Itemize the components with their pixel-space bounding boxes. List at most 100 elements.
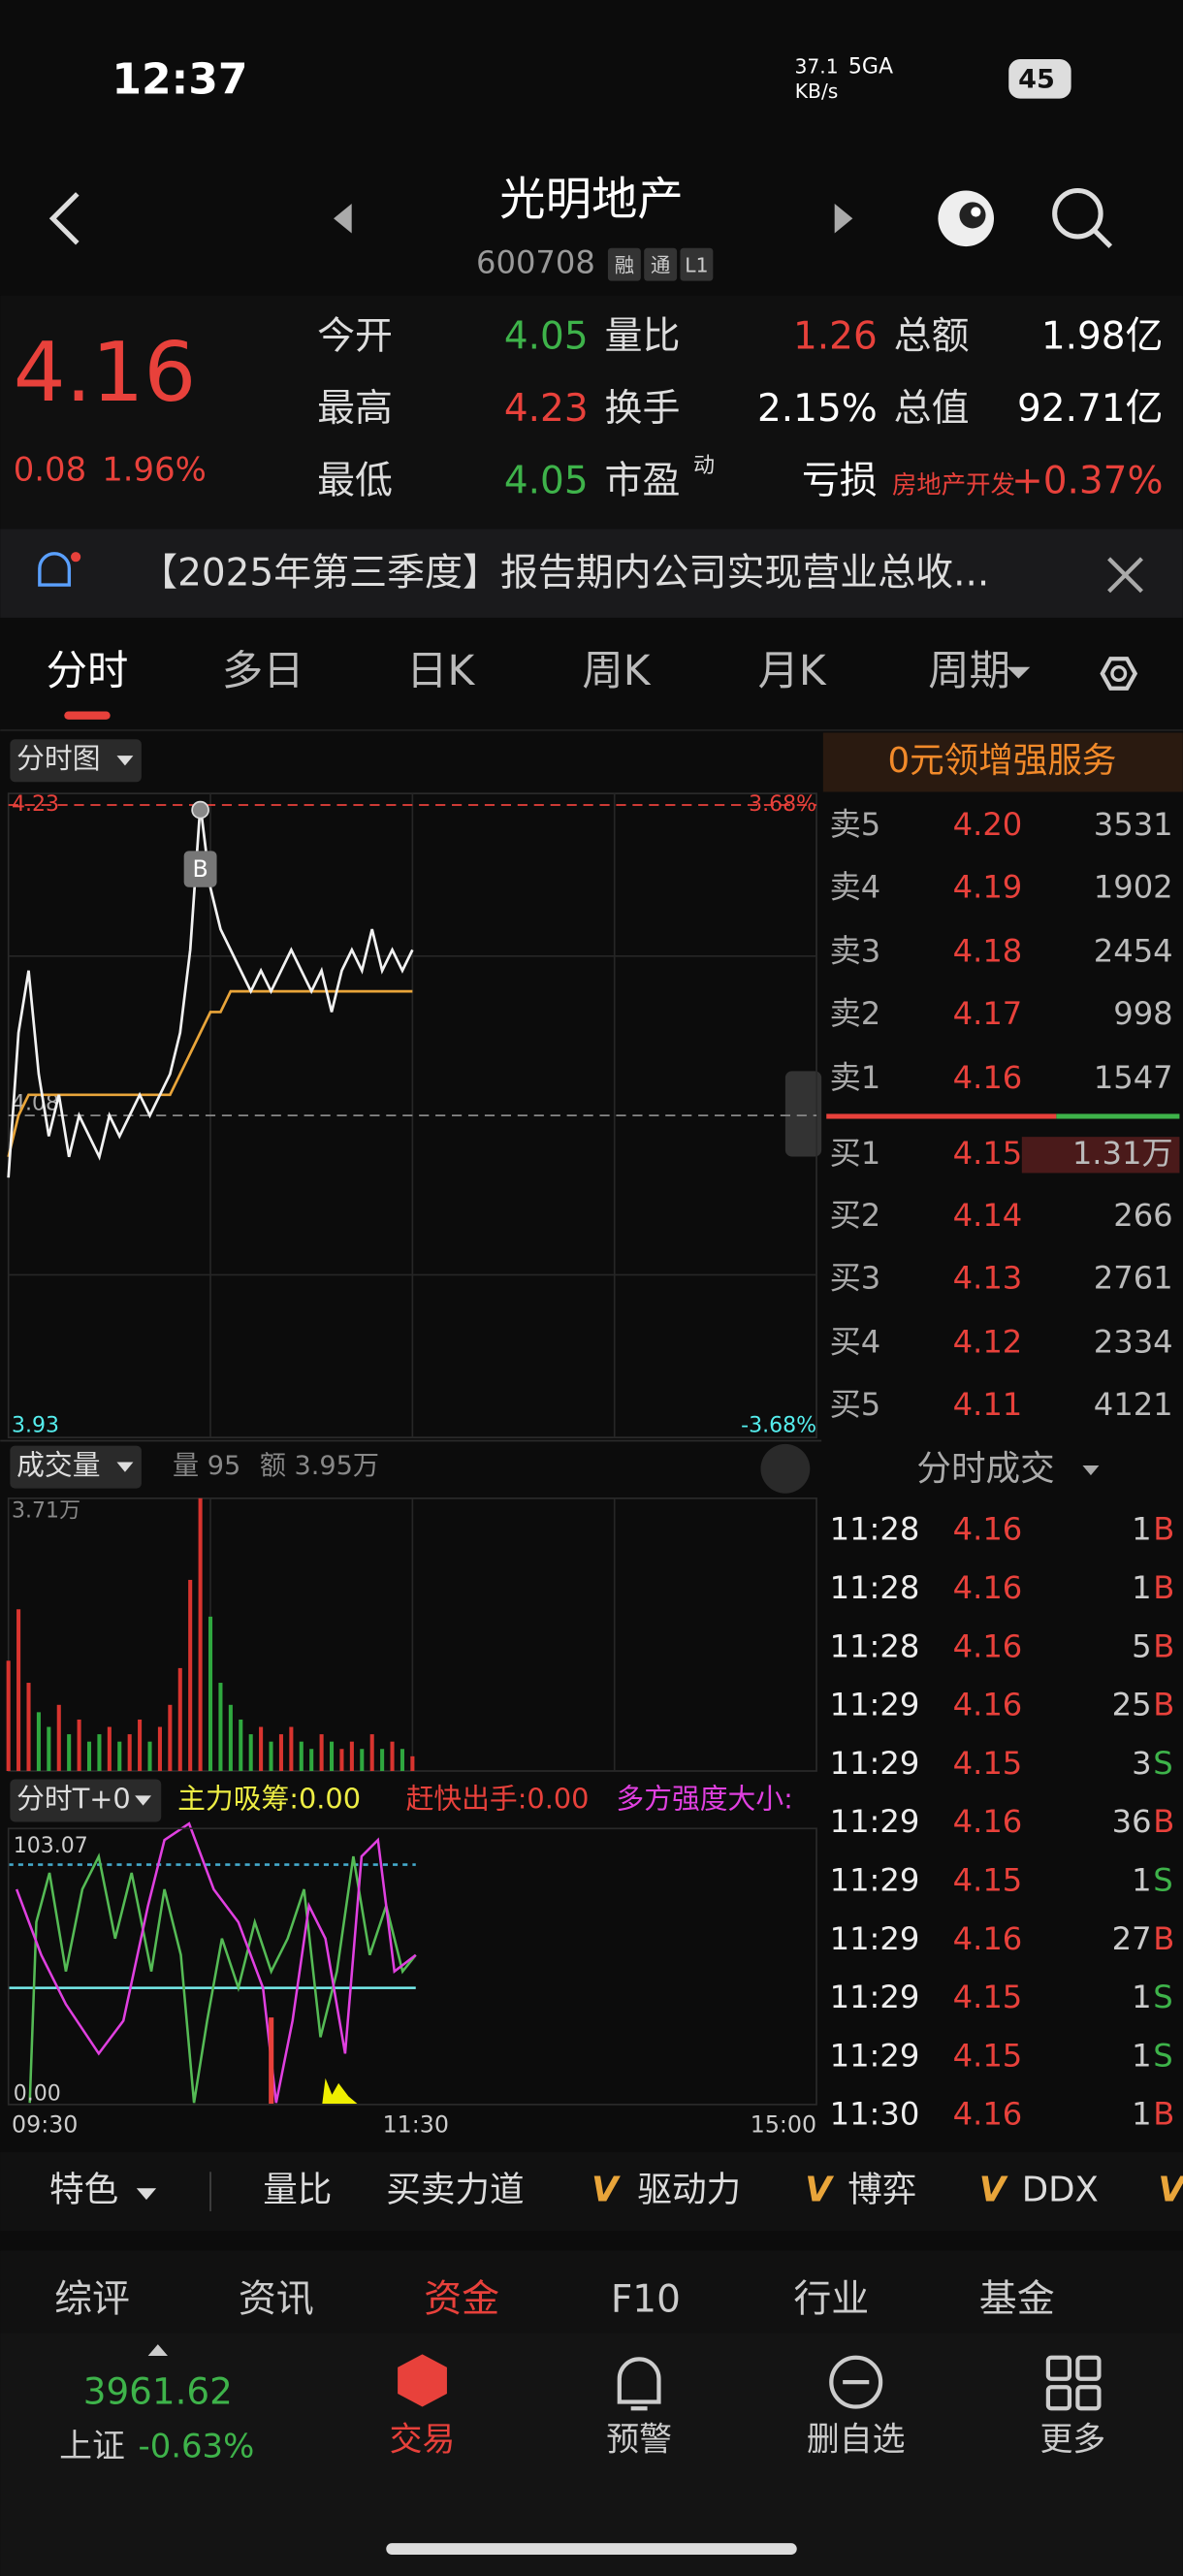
bottom-tab[interactable]: 基金: [979, 2278, 1055, 2322]
volume-bar: [177, 1667, 182, 1771]
volume-bar: [299, 1741, 304, 1771]
nav-item[interactable]: 删自选: [807, 2421, 906, 2459]
trade-time: 11:29: [830, 2037, 920, 2074]
search-button[interactable]: [1052, 187, 1113, 248]
nav-item[interactable]: 更多: [1039, 2421, 1105, 2459]
prev-stock[interactable]: [334, 204, 352, 234]
volume-selector: 成交量: [16, 1449, 100, 1482]
feature-menu[interactable]: 特色: [49, 2171, 118, 2210]
volume-bar: [188, 1579, 193, 1771]
volume-bar: [278, 1734, 283, 1771]
trade-time: 11:29: [830, 1920, 920, 1957]
trade-price: 4.15: [953, 1745, 1023, 1782]
close-notice[interactable]: [1107, 557, 1143, 594]
feature-item[interactable]: 买卖力道: [386, 2171, 524, 2210]
promo-banner[interactable]: 0元领增强服务: [887, 741, 1116, 781]
feature-v-mark: V: [592, 2171, 621, 2210]
selector-box[interactable]: [10, 739, 142, 783]
tab[interactable]: 多日: [222, 647, 304, 694]
tab[interactable]: 周期: [928, 647, 1010, 694]
trade-volume: 3: [1132, 1745, 1151, 1782]
volume-bar: [26, 1683, 31, 1771]
fullscreen-button[interactable]: [760, 1443, 811, 1494]
notice-bar[interactable]: [0, 529, 1183, 618]
nav-item[interactable]: 交易: [390, 2421, 456, 2459]
volume-bar: [86, 1741, 92, 1771]
indicator-selector: 分时T+0: [16, 1782, 131, 1815]
high-marker: [191, 800, 209, 820]
low-label: 3.93: [12, 1413, 59, 1437]
bottom-tab[interactable]: 行业: [793, 2278, 869, 2322]
expand-handle[interactable]: [784, 1071, 822, 1157]
more-icon[interactable]: [1045, 2355, 1072, 2381]
trade-side: B: [1153, 1803, 1174, 1840]
feature-item[interactable]: DDX: [1022, 2171, 1099, 2210]
bottom-tab[interactable]: 资讯: [239, 2278, 314, 2322]
tag-box: [644, 247, 678, 281]
remove-icon[interactable]: [829, 2355, 883, 2409]
alert-icon[interactable]: [617, 2357, 661, 2411]
volume-bar: [208, 1616, 213, 1771]
bottom-tab[interactable]: F10: [611, 2278, 681, 2322]
book-price: 4.14: [953, 1197, 1023, 1234]
trade-side: B: [1153, 1687, 1174, 1723]
volume-bar: [400, 1749, 404, 1771]
trade-volume: 25: [1112, 1687, 1152, 1723]
sector-change: +0.37%: [1011, 459, 1163, 502]
avg-line: [7, 989, 413, 1158]
indicator-bottom: 0.00: [14, 2082, 61, 2107]
nav-item[interactable]: 预警: [606, 2421, 672, 2459]
trade-volume: 1: [1132, 1569, 1151, 1606]
robot-icon[interactable]: [938, 190, 994, 247]
selector-box[interactable]: [10, 1779, 162, 1822]
nav-bar: [0, 2333, 1183, 2576]
selector-caret: [116, 756, 134, 766]
bottom-tab[interactable]: 资金: [424, 2278, 499, 2322]
feature-item[interactable]: 博弈: [847, 2171, 916, 2210]
tab[interactable]: 月K: [758, 647, 827, 694]
field-label: 最低: [317, 459, 393, 502]
volume-max: 3.71万: [12, 1498, 80, 1523]
b-marker: B: [192, 855, 208, 883]
back-button[interactable]: [48, 192, 80, 245]
volume-bar: [117, 1741, 122, 1771]
volume-bar: [97, 1734, 102, 1771]
indicator-lines: [8, 1821, 417, 2105]
stock-title: 光明地产: [499, 173, 684, 226]
net-speed: 37.1: [794, 54, 838, 78]
more-icon[interactable]: [1075, 2355, 1102, 2381]
trade-icon[interactable]: [398, 2354, 447, 2407]
trade-price: 4.16: [953, 1687, 1023, 1723]
trade-price: 4.16: [953, 2096, 1023, 2133]
tab[interactable]: 周K: [582, 647, 651, 694]
volume-bar: [380, 1749, 385, 1771]
high-label: 4.23: [12, 792, 59, 817]
last-volume: 量 95: [173, 1451, 240, 1481]
selector-box[interactable]: [10, 1445, 142, 1489]
time-label: 09:30: [12, 2110, 78, 2138]
tab[interactable]: 日K: [406, 647, 475, 694]
field-value: 4.23: [504, 387, 589, 431]
book-divider-green: [1056, 1113, 1180, 1119]
volume-bar: [107, 1726, 112, 1771]
quote-panel: [0, 295, 1183, 530]
selector-caret: [116, 1462, 134, 1472]
feature-item[interactable]: 量比: [263, 2171, 332, 2210]
volume-bar: [157, 1726, 162, 1771]
trade-price: 4.16: [953, 1920, 1023, 1957]
notice-text[interactable]: 【2025年第三季度】报告期内公司实现营业总收...: [140, 551, 989, 595]
trade-price: 4.15: [953, 1862, 1023, 1899]
book-price: 4.12: [953, 1324, 1023, 1361]
more-icon[interactable]: [1045, 2385, 1072, 2411]
field-value: 92.71亿: [1017, 387, 1163, 431]
more-icon[interactable]: [1075, 2385, 1102, 2411]
last-amount: 额 3.95万: [260, 1451, 379, 1481]
bottom-tab[interactable]: 综评: [54, 2278, 130, 2322]
trade-time: 11:29: [830, 1745, 920, 1782]
next-stock[interactable]: [834, 204, 853, 234]
tab[interactable]: 分时: [47, 647, 129, 694]
settings-icon[interactable]: [1100, 657, 1138, 691]
banner-bg[interactable]: [822, 732, 1183, 792]
feature-item[interactable]: 驱动力: [637, 2171, 741, 2210]
stock-tag: 融: [615, 253, 634, 276]
